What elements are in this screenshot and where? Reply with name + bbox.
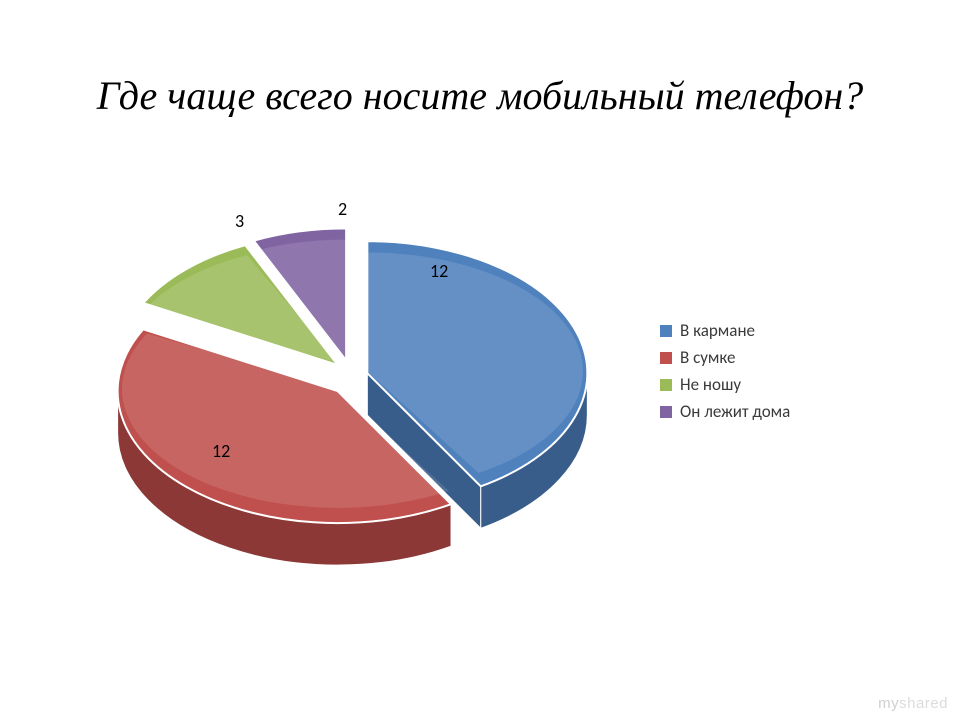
legend-swatch [660,379,672,391]
legend-label: В сумке [680,347,736,368]
legend-swatch [660,406,672,418]
data-label: 3 [235,210,244,232]
legend-item: В сумке [660,347,790,368]
legend-item: Не ношу [660,374,790,395]
legend-label: Не ношу [680,374,741,395]
watermark: myshared [878,695,948,712]
data-label: 12 [430,260,448,282]
legend-swatch [660,325,672,337]
legend-label: В кармане [680,320,755,341]
slide: { "title": { "text": "Где чаще всего нос… [0,0,960,720]
pie-chart-svg [0,98,700,658]
pie-chart-3d [0,98,700,663]
legend-item: Он лежит дома [660,401,790,422]
data-label: 12 [212,440,230,462]
legend-swatch [660,352,672,364]
watermark-part2: shared [899,695,948,712]
data-label: 2 [338,198,347,220]
legend: В кармане В сумке Не ношу Он лежит дома [660,320,790,428]
legend-item: В кармане [660,320,790,341]
watermark-part1: my [878,695,899,712]
legend-label: Он лежит дома [680,401,790,422]
